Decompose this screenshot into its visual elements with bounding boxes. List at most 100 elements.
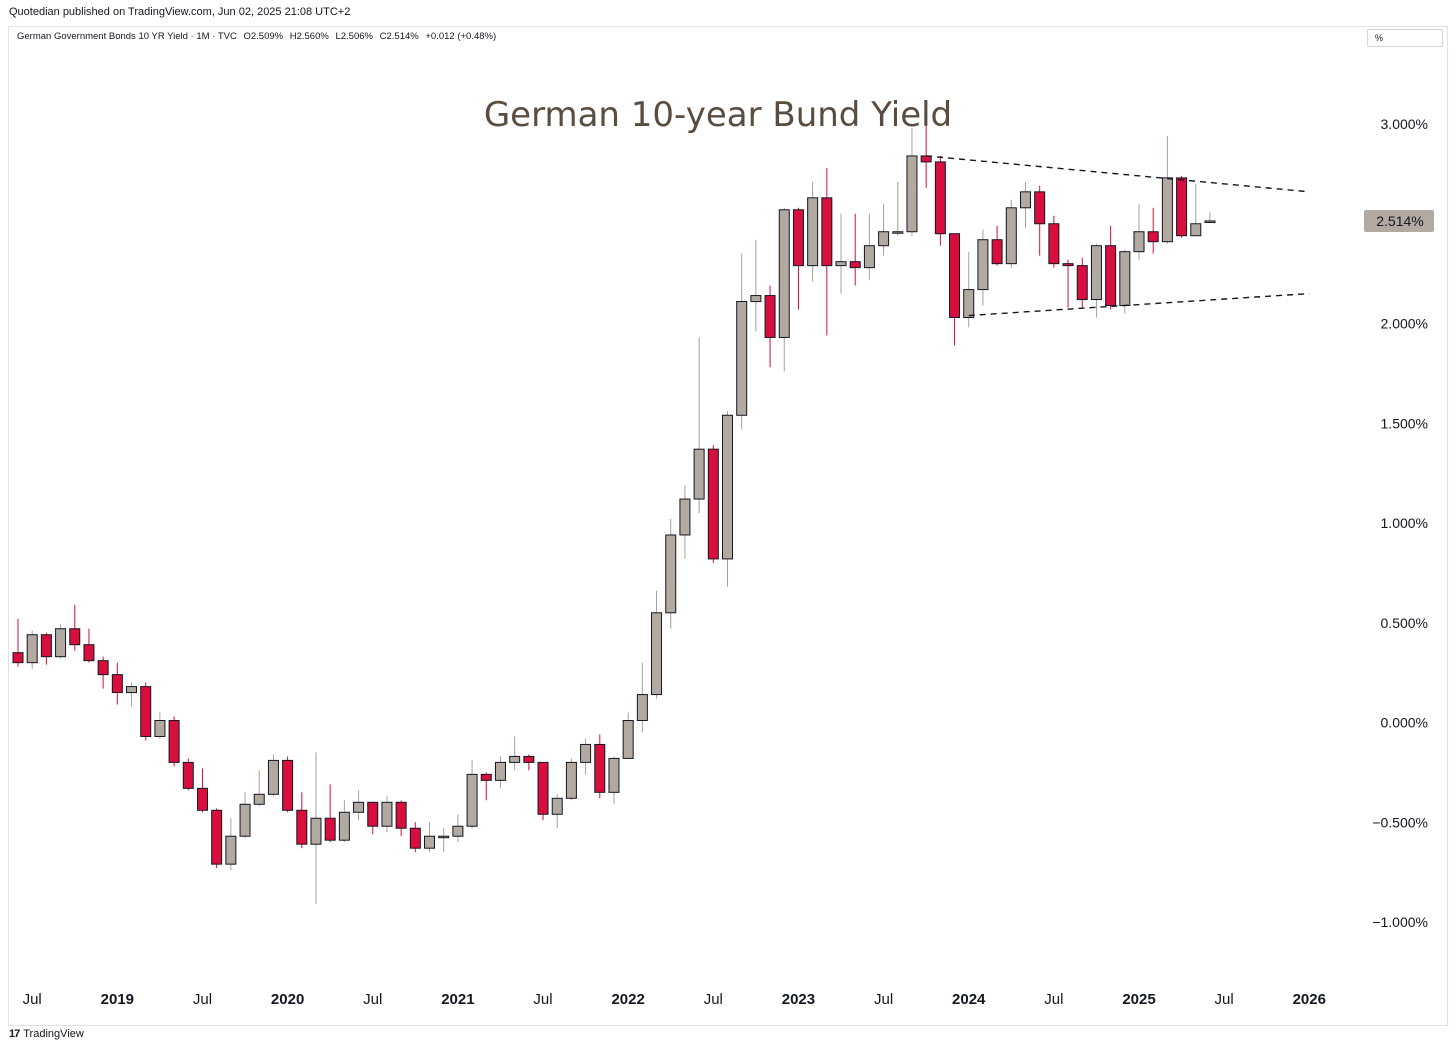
candle-body	[1062, 263, 1074, 267]
candle	[821, 167, 833, 336]
candle	[963, 251, 975, 328]
candle	[40, 632, 52, 665]
candle	[367, 801, 379, 835]
last-price-label: 2.514%	[1376, 213, 1423, 229]
candle-body	[40, 634, 52, 658]
candle-body	[239, 803, 251, 837]
candle	[509, 736, 521, 771]
candle-body	[282, 759, 294, 811]
candle	[1048, 215, 1060, 268]
candle	[722, 411, 733, 587]
candle-body	[12, 652, 24, 664]
candle-body	[338, 811, 350, 841]
candle	[949, 233, 961, 346]
candle	[622, 712, 634, 759]
unit-selector[interactable]: %	[1367, 29, 1443, 47]
y-axis: 3.000%2.500%2.000%1.500%1.000%0.500%0.00…	[1372, 116, 1428, 930]
candle-body	[140, 686, 152, 737]
x-tick-label: Jul	[23, 991, 42, 1008]
candle	[12, 618, 24, 667]
x-tick-label: 2020	[271, 991, 304, 1008]
candle-body	[1161, 177, 1173, 243]
candle-body	[722, 414, 733, 560]
candle-body	[636, 694, 648, 722]
candle	[835, 213, 847, 294]
candle	[863, 213, 875, 280]
candle-body	[196, 787, 208, 811]
candle	[693, 337, 705, 514]
candle	[1147, 207, 1159, 254]
candle	[310, 752, 322, 905]
candle-body	[736, 301, 748, 416]
candle-body	[963, 289, 975, 319]
candle-body	[494, 761, 506, 781]
candle	[168, 716, 180, 767]
candle-body	[111, 674, 123, 694]
trendline-upper[interactable]	[926, 155, 1310, 193]
candle	[906, 127, 918, 236]
candles-layer	[12, 120, 1216, 905]
candle-body	[225, 835, 237, 865]
candle-body	[1204, 220, 1216, 223]
candle-body	[211, 809, 223, 865]
candle	[83, 628, 95, 663]
candle	[282, 756, 294, 813]
x-tick-label: 2022	[611, 991, 644, 1008]
x-tick-label: Jul	[1215, 991, 1234, 1008]
x-tick-label: Jul	[1044, 991, 1063, 1008]
x-tick-label: Jul	[193, 991, 212, 1008]
candle	[750, 239, 762, 332]
candle	[849, 213, 861, 286]
candle	[225, 818, 237, 871]
candle-body	[707, 448, 719, 560]
y-tick-label: −0.500%	[1372, 814, 1428, 830]
candle-body	[821, 197, 833, 267]
candle-body	[807, 197, 819, 267]
candle-body	[849, 261, 861, 269]
chart-title: German 10-year Bund Yield	[484, 95, 952, 135]
legend-high: H2.560%	[289, 31, 329, 42]
x-tick-label: 2021	[441, 991, 474, 1008]
candle-body	[622, 720, 634, 759]
candle-body	[154, 720, 166, 737]
candle	[353, 790, 365, 821]
candle	[707, 445, 719, 563]
candle-body	[594, 743, 606, 793]
candle-body	[1176, 177, 1188, 237]
candle-body	[1005, 207, 1017, 265]
candle-body	[1019, 191, 1031, 209]
y-tick-label: 0.500%	[1381, 615, 1428, 631]
candle-body	[934, 161, 946, 235]
candle-body	[523, 755, 535, 763]
candle-body	[565, 761, 577, 799]
legend-open: O2.509%	[243, 31, 284, 42]
candle-body	[1133, 231, 1145, 253]
candle-body	[693, 448, 705, 500]
y-tick-label: 2.000%	[1381, 316, 1428, 332]
candle-body	[892, 231, 904, 234]
candle-body	[466, 773, 478, 827]
candle	[1105, 225, 1117, 310]
candle-body	[906, 155, 918, 233]
candle	[792, 207, 804, 310]
candle-body	[395, 801, 407, 829]
trendline-lower[interactable]	[968, 292, 1310, 317]
candle-body	[651, 612, 663, 696]
candle-body	[1119, 251, 1131, 307]
candle	[778, 207, 790, 372]
last-price-badge	[1364, 209, 1434, 232]
candle-body	[381, 801, 393, 827]
x-tick-label: 2019	[101, 991, 134, 1008]
candle	[537, 761, 549, 821]
y-tick-label: −1.000%	[1372, 914, 1428, 930]
candle	[1090, 243, 1102, 318]
last-price-marker: 2.514%	[1364, 209, 1434, 232]
candle-body	[792, 209, 804, 267]
candle	[807, 181, 819, 282]
candle	[1161, 135, 1173, 244]
candle-body	[991, 239, 1003, 265]
candle-body	[424, 835, 436, 849]
candle-body	[778, 209, 790, 338]
candle	[1190, 183, 1202, 237]
